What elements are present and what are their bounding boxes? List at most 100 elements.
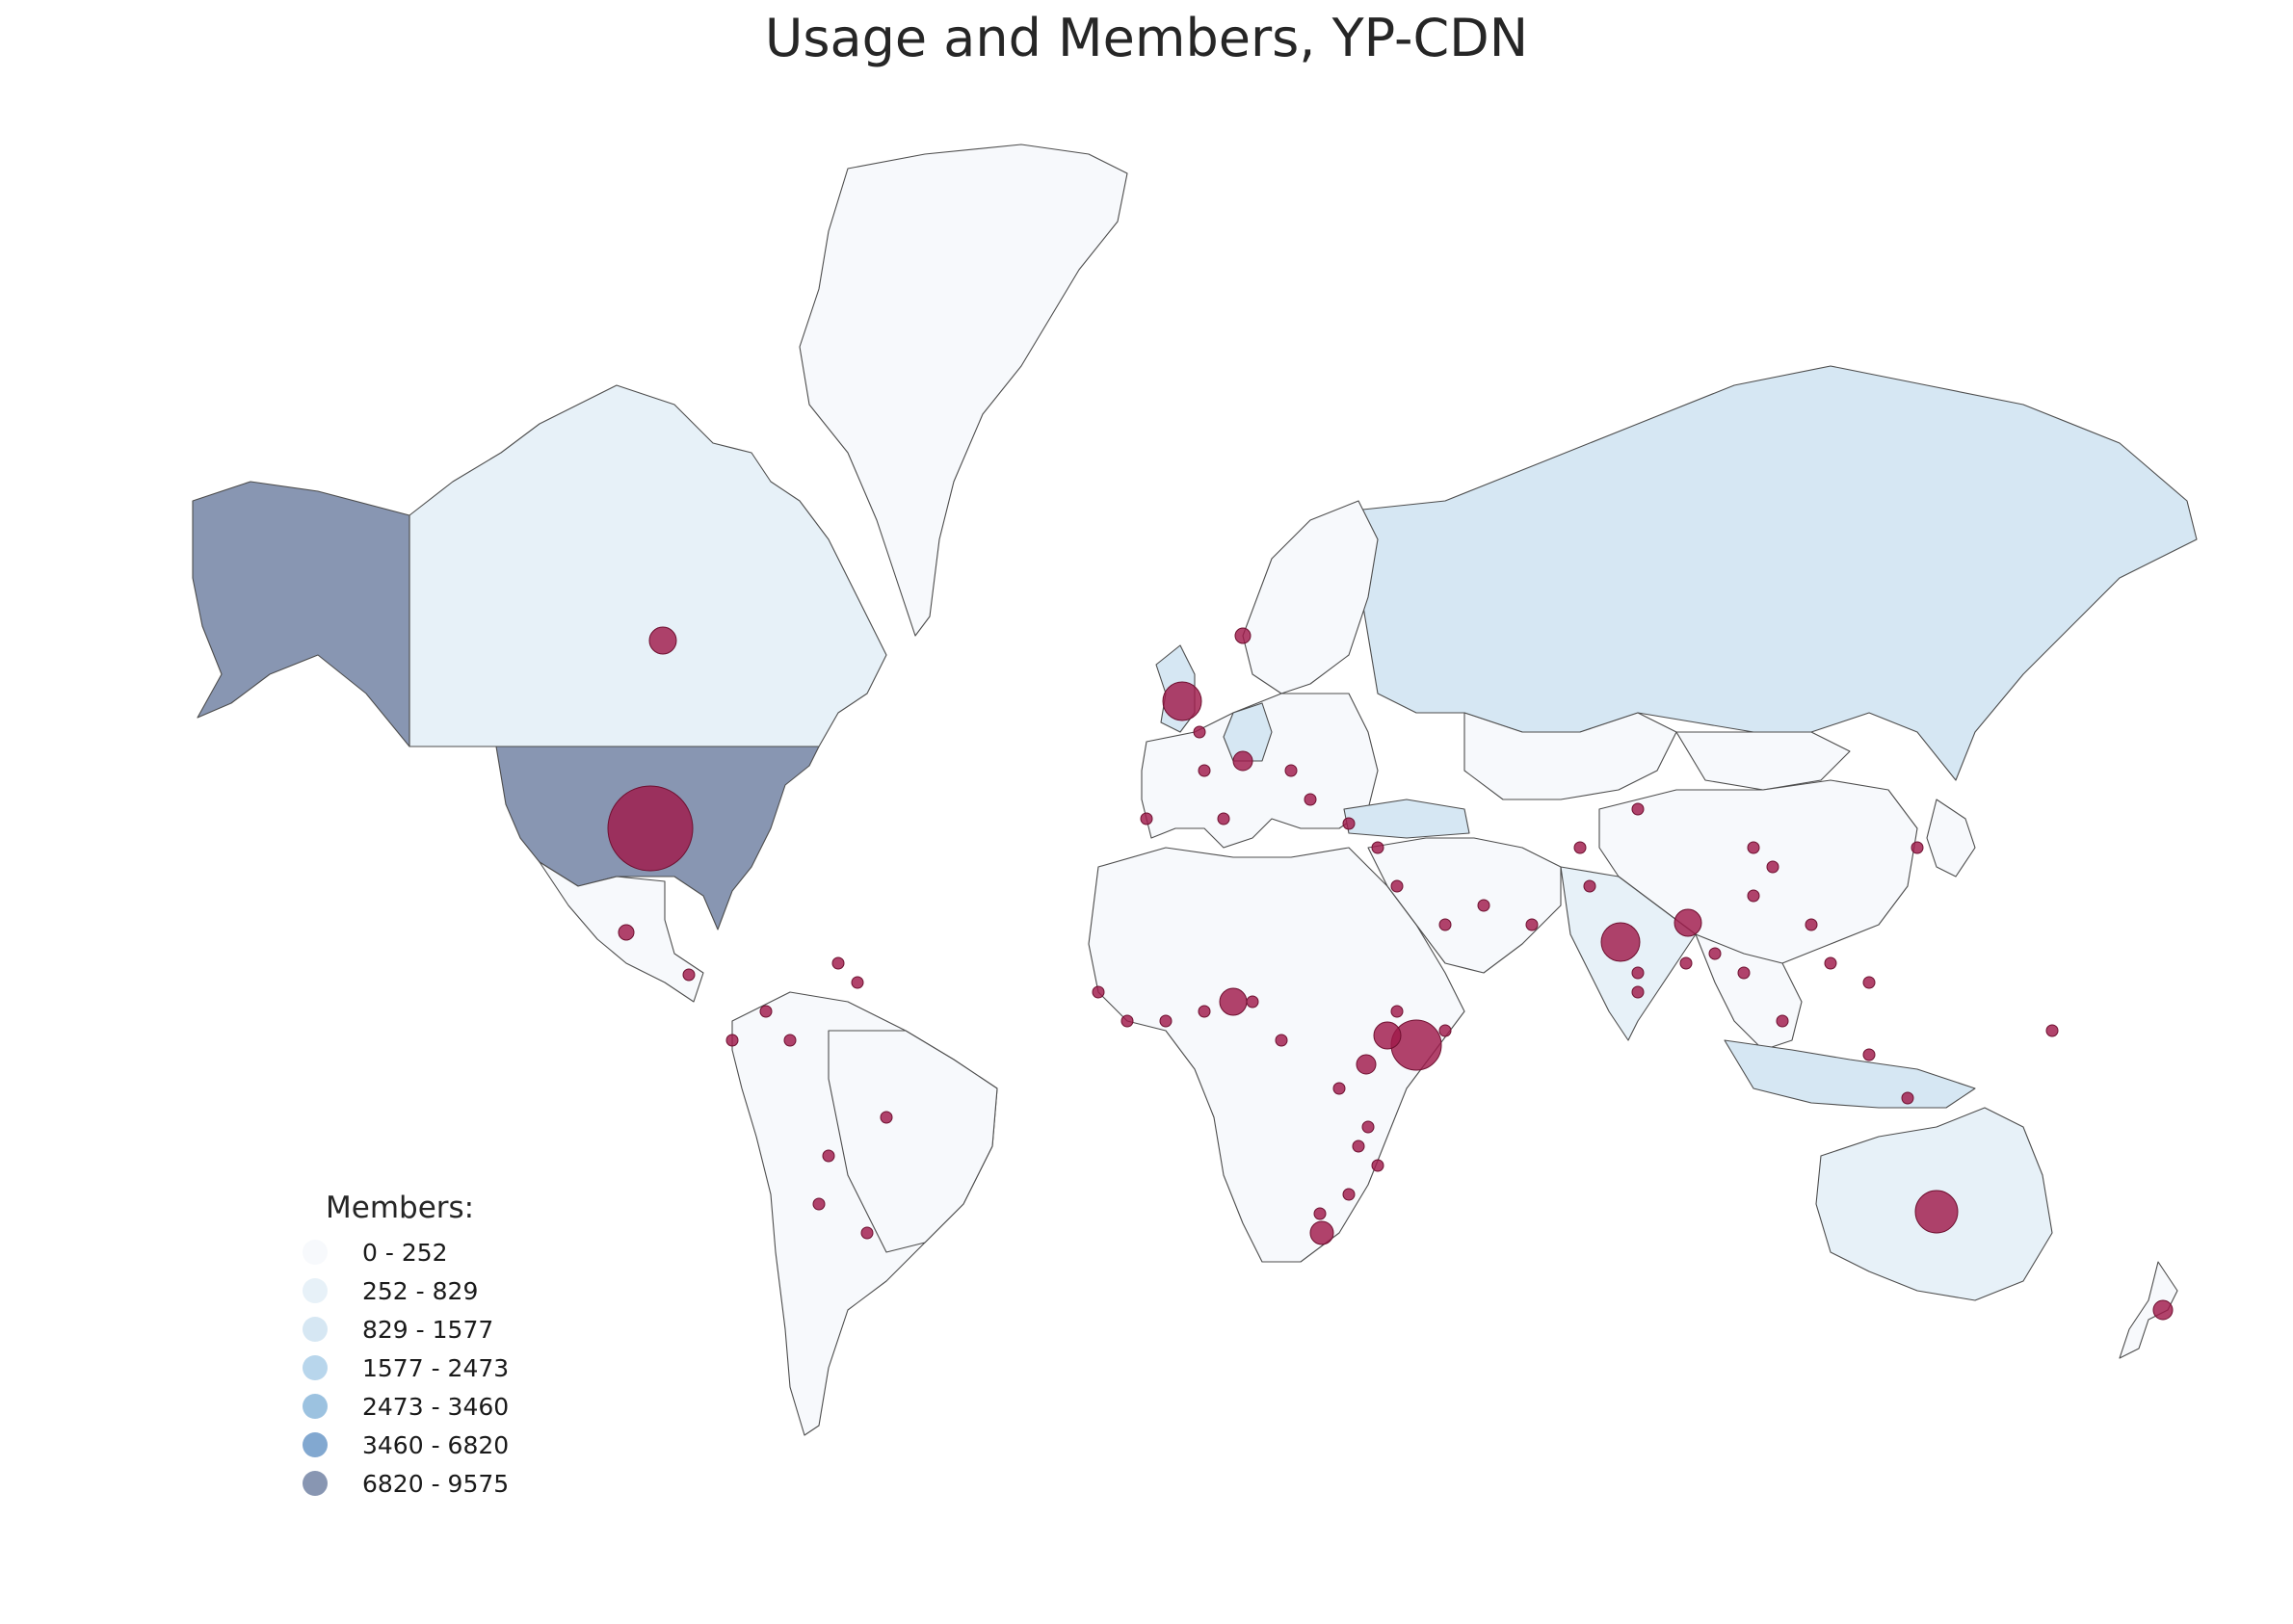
usage-bubble bbox=[1679, 956, 1693, 970]
usage-bubble bbox=[1352, 1139, 1365, 1153]
usage-bubble bbox=[1313, 1207, 1327, 1220]
usage-bubble bbox=[1631, 802, 1645, 816]
usage-bubble bbox=[1217, 812, 1230, 825]
usage-bubble bbox=[1862, 976, 1876, 989]
usage-bubble bbox=[1766, 860, 1779, 874]
region-middle-east bbox=[1367, 837, 1562, 974]
region-japan bbox=[1926, 799, 1976, 877]
usage-bubble bbox=[1631, 985, 1645, 999]
usage-bubble bbox=[607, 785, 694, 872]
usage-bubble bbox=[1390, 879, 1404, 893]
legend-swatch bbox=[303, 1240, 328, 1265]
usage-bubble bbox=[1776, 1014, 1789, 1028]
usage-bubble bbox=[1309, 1220, 1334, 1245]
region-mongolia bbox=[1675, 731, 1851, 791]
usage-bubble bbox=[1162, 681, 1202, 721]
usage-bubble bbox=[851, 976, 864, 989]
legend-item: 2473 - 3460 bbox=[289, 1387, 540, 1426]
usage-bubble bbox=[1219, 987, 1248, 1016]
usage-bubble bbox=[1862, 1048, 1876, 1061]
usage-bubble bbox=[831, 956, 845, 970]
region-africa bbox=[1088, 847, 1465, 1263]
usage-bubble bbox=[1737, 966, 1751, 980]
usage-bubble bbox=[1193, 725, 1206, 739]
usage-bubble bbox=[2045, 1024, 2059, 1037]
legend-label: 6820 - 9575 bbox=[362, 1469, 510, 1498]
usage-bubble bbox=[1234, 627, 1252, 644]
usage-bubble bbox=[812, 1197, 826, 1211]
legend-item: 252 - 829 bbox=[289, 1271, 540, 1310]
usage-bubble bbox=[1525, 918, 1539, 931]
usage-bubble bbox=[618, 924, 635, 941]
usage-bubble bbox=[880, 1111, 893, 1124]
legend-swatch bbox=[303, 1432, 328, 1457]
usage-bubble bbox=[1342, 817, 1356, 830]
legend-swatch bbox=[303, 1394, 328, 1419]
usage-bubble bbox=[1805, 918, 1818, 931]
region-germany bbox=[1223, 702, 1273, 762]
usage-bubble bbox=[1573, 841, 1587, 854]
usage-bubble bbox=[1140, 812, 1153, 825]
region-southeast-asia bbox=[1695, 933, 1803, 1051]
legend-swatch bbox=[303, 1278, 328, 1303]
usage-bubble bbox=[1246, 995, 1259, 1008]
legend-label: 2473 - 3460 bbox=[362, 1392, 510, 1421]
region-russia bbox=[1353, 365, 2198, 781]
usage-bubble bbox=[682, 968, 696, 982]
legend-label: 829 - 1577 bbox=[362, 1315, 494, 1344]
usage-bubble bbox=[1198, 764, 1211, 777]
region-canada bbox=[409, 384, 887, 747]
usage-bubble bbox=[1747, 889, 1760, 903]
usage-bubble bbox=[1092, 985, 1105, 999]
usage-bubble bbox=[1824, 956, 1837, 970]
usage-bubble bbox=[1120, 1014, 1134, 1028]
usage-bubble bbox=[860, 1226, 874, 1240]
usage-bubble bbox=[1373, 1021, 1402, 1050]
usage-bubble bbox=[783, 1034, 797, 1047]
region-greenland bbox=[799, 144, 1128, 637]
usage-bubble bbox=[1438, 918, 1452, 931]
usage-bubble bbox=[759, 1005, 773, 1018]
legend-swatch bbox=[303, 1317, 328, 1342]
usage-bubble bbox=[1911, 841, 1924, 854]
legend-label: 3460 - 6820 bbox=[362, 1430, 510, 1459]
region-scandinavia bbox=[1242, 500, 1379, 694]
usage-bubble bbox=[1159, 1014, 1173, 1028]
usage-bubble bbox=[725, 1034, 739, 1047]
usage-bubble bbox=[1361, 1120, 1375, 1134]
legend-label: 0 - 252 bbox=[362, 1238, 448, 1267]
region-new-zealand bbox=[2119, 1261, 2178, 1359]
usage-bubble bbox=[1342, 1188, 1356, 1201]
region-kazakhstan bbox=[1463, 712, 1677, 800]
usage-bubble bbox=[1275, 1034, 1288, 1047]
region-turkey bbox=[1343, 799, 1470, 839]
legend-item: 829 - 1577 bbox=[289, 1310, 540, 1349]
usage-bubble bbox=[1371, 841, 1384, 854]
usage-bubble bbox=[2152, 1299, 2174, 1321]
usage-bubble bbox=[1583, 879, 1596, 893]
legend-label: 1577 - 2473 bbox=[362, 1353, 510, 1382]
usage-bubble bbox=[1198, 1005, 1211, 1018]
legend-swatch bbox=[303, 1355, 328, 1380]
usage-bubble bbox=[1332, 1082, 1346, 1095]
region-indonesia bbox=[1724, 1039, 1976, 1109]
usage-bubble bbox=[1438, 1024, 1452, 1037]
usage-bubble bbox=[1371, 1159, 1384, 1172]
legend-title: Members: bbox=[326, 1191, 475, 1225]
usage-bubble bbox=[1477, 899, 1490, 912]
members-legend: Members: 0 - 252 252 - 829 829 - 1577 1577 … bbox=[289, 1191, 540, 1508]
usage-bubble bbox=[1600, 922, 1641, 962]
legend-item: 1577 - 2473 bbox=[289, 1349, 540, 1387]
region-alaska bbox=[192, 481, 410, 747]
legend-rows: 0 - 252 252 - 829 829 - 1577 1577 - 2473 247… bbox=[289, 1233, 540, 1503]
legend-item: 3460 - 6820 bbox=[289, 1426, 540, 1464]
usage-bubble bbox=[1356, 1054, 1377, 1075]
usage-bubble bbox=[1304, 793, 1317, 806]
usage-bubble bbox=[1708, 947, 1722, 960]
legend-item: 0 - 252 bbox=[289, 1233, 540, 1271]
region-brazil bbox=[828, 1030, 998, 1253]
usage-bubble bbox=[1631, 966, 1645, 980]
usage-bubble bbox=[1232, 750, 1253, 772]
legend-item: 6820 - 9575 bbox=[289, 1464, 540, 1503]
